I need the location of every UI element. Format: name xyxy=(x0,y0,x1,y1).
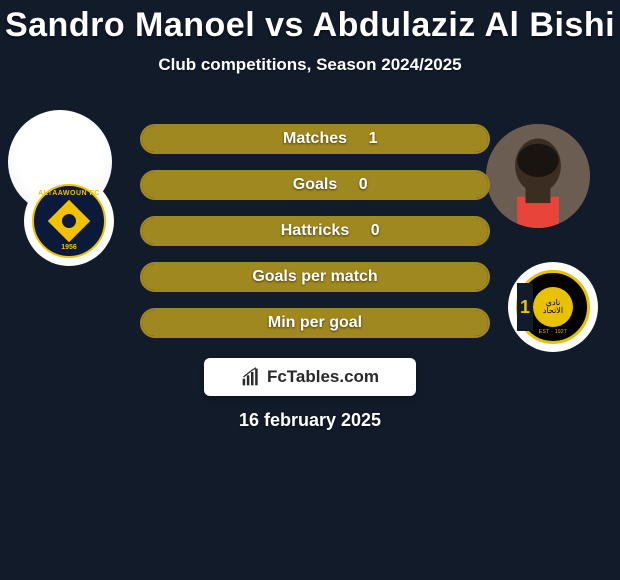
chart-icon xyxy=(241,367,261,387)
club-left-badge: ALTAAWOUN FC 1956 xyxy=(24,176,114,266)
stat-row: Hattricks 0 xyxy=(140,216,490,246)
stat-name: Hattricks xyxy=(281,222,349,240)
player-right-avatar xyxy=(486,124,590,228)
page-title: Sandro Manoel vs Abdulaziz Al Bishi xyxy=(0,0,620,45)
stat-label-wrap: Hattricks 0 xyxy=(142,218,488,244)
club-left-inner: ALTAAWOUN FC 1956 xyxy=(32,184,106,258)
stat-right-value: 0 xyxy=(353,176,373,194)
stat-label-wrap: Goals per match xyxy=(142,264,488,290)
club-left-name: ALTAAWOUN FC xyxy=(38,190,100,197)
club-right-number: 1 xyxy=(517,283,533,331)
branding-badge: FcTables.com xyxy=(204,358,416,396)
stat-right-value: 0 xyxy=(365,222,385,240)
stat-name: Matches xyxy=(283,130,347,148)
generation-date: 16 february 2025 xyxy=(0,410,620,431)
comparison-bars: Matches 1 Goals 0 Hattricks 0 Goals per match M… xyxy=(140,124,490,354)
branding-text: FcTables.com xyxy=(267,367,379,387)
stat-row: Matches 1 xyxy=(140,124,490,154)
page-subtitle: Club competitions, Season 2024/2025 xyxy=(0,55,620,75)
infographic-root: Sandro Manoel vs Abdulaziz Al Bishi Club… xyxy=(0,0,620,580)
stat-row: Min per goal xyxy=(140,308,490,338)
player-headshot-icon xyxy=(486,124,590,228)
club-left-ball-icon xyxy=(48,200,90,242)
stat-row: Goals 0 xyxy=(140,170,490,200)
club-right-inner: 1 ناديالاتحاد EST · 1927 xyxy=(516,270,590,344)
club-right-sub: EST · 1927 xyxy=(539,329,567,335)
stat-right-value: 1 xyxy=(363,130,383,148)
stat-label-wrap: Min per goal xyxy=(142,310,488,336)
stat-row: Goals per match xyxy=(140,262,490,292)
club-right-badge: 1 ناديالاتحاد EST · 1927 xyxy=(508,262,598,352)
stat-name: Goals per match xyxy=(252,268,377,286)
stat-label-wrap: Matches 1 xyxy=(142,126,488,152)
stat-name: Min per goal xyxy=(268,314,362,332)
club-left-year: 1956 xyxy=(61,244,77,251)
stat-name: Goals xyxy=(293,176,337,194)
club-right-emblem-icon: ناديالاتحاد xyxy=(533,287,573,327)
stat-label-wrap: Goals 0 xyxy=(142,172,488,198)
